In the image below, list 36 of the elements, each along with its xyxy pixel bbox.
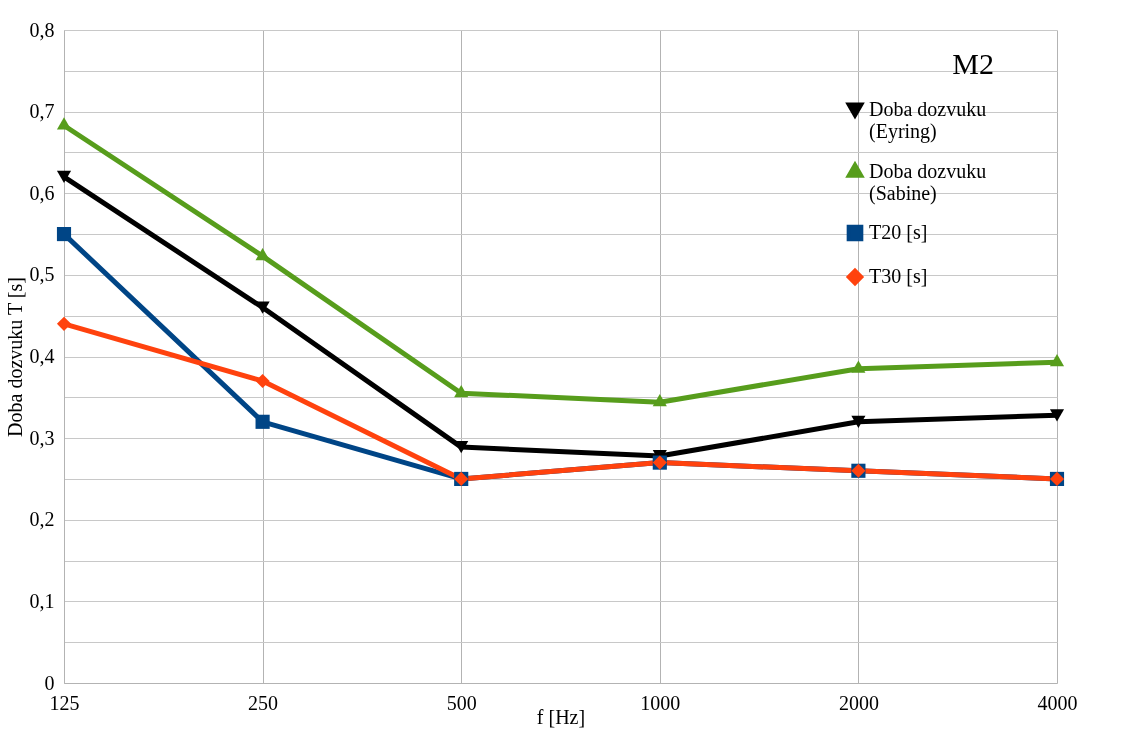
point [851,415,866,428]
annotation: M2 [952,47,994,80]
x-tick-label: 2000 [838,691,879,714]
point [56,226,72,242]
point [255,414,270,429]
point [1049,409,1065,422]
point [652,394,667,407]
y-tick-label: 0,5 [29,263,55,286]
y-tick-label: 0,7 [29,100,55,123]
y-tick-label: 0,3 [29,426,55,449]
legend-label: Doba dozvuku (Eyring) [869,98,987,143]
point [56,316,72,331]
legend-label: T20 [s] [869,221,928,243]
x-tick-label: 250 [248,691,279,714]
point [56,117,72,130]
point [851,360,866,373]
x-axis-title: f [Hz] [536,705,586,728]
point [255,247,270,261]
y-tick-label: 0,8 [29,18,55,41]
legend-label: Doba dozvuku (Sabine) [869,160,987,205]
x-tick-label: 4000 [1037,691,1078,714]
x-tick-label: 500 [446,691,477,714]
y-axis-title: Doba dozvuku T [s] [3,277,26,437]
legend-label: T30 [s] [869,265,928,287]
x-tick-label: 125 [49,691,80,714]
point [1049,354,1065,367]
y-tick-label: 0,6 [29,181,55,204]
point [255,301,270,314]
point [255,373,270,389]
y-tick-label: 0,2 [29,508,55,531]
y-tick-label: 0 [44,671,55,694]
point [454,385,469,398]
point [56,170,72,184]
x-tick-label: 1000 [640,691,681,714]
y-tick-label: 0,1 [29,589,55,612]
y-tick-label: 0,4 [29,345,55,367]
